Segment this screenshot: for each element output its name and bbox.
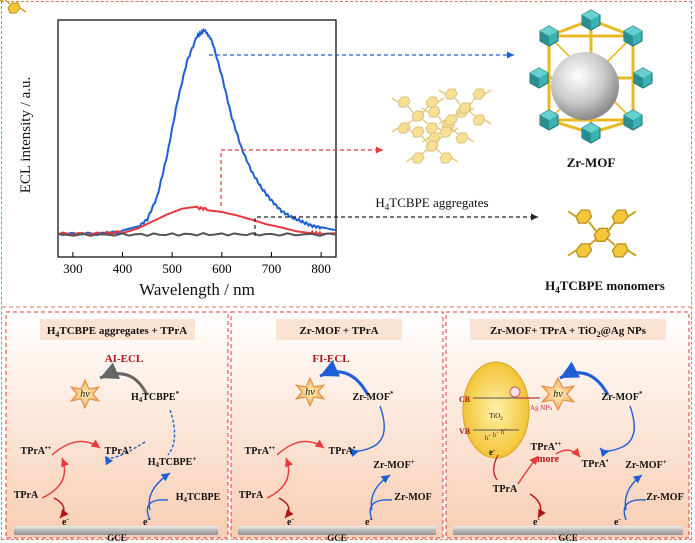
panel-tio2-ag: Zr-MOF+ TPrA + TiO2@Ag NPs CB VB TiO2 h+… bbox=[445, 311, 690, 543]
hv-burst-3 bbox=[540, 376, 576, 412]
svg-text:TPrA•: TPrA• bbox=[329, 444, 356, 457]
peak-connectors bbox=[209, 51, 538, 236]
svg-text:e-: e- bbox=[365, 515, 372, 528]
electrode-1 bbox=[14, 526, 218, 535]
svg-text:TPrA: TPrA bbox=[239, 490, 264, 501]
ecl-chart: 300 400 500 600 700 800 Wavelength / nm ECL i… bbox=[18, 19, 337, 299]
svg-text:e-: e- bbox=[143, 515, 150, 528]
svg-text:hν: hν bbox=[553, 389, 563, 400]
emission-arrow-1 bbox=[99, 362, 149, 396]
panel-2-title: Zr-MOF + TPrA bbox=[299, 325, 378, 337]
x-tick-label-4: 700 bbox=[262, 261, 282, 276]
panel-1-ground: H4TCBPE bbox=[176, 492, 221, 504]
y-axis-label: ECL intensity / a.u. bbox=[18, 77, 34, 194]
red-peak-arrow bbox=[220, 146, 383, 206]
hv-label-1: hν bbox=[80, 389, 90, 400]
panel-1-mode: AI-ECL bbox=[105, 353, 144, 365]
svg-text:TPrA•+: TPrA•+ bbox=[245, 444, 276, 457]
panel-1-radical: H4TCBPE+ bbox=[148, 455, 197, 469]
aggregates-label: H4TCBPE aggregates bbox=[375, 195, 488, 212]
svg-text:GCE: GCE bbox=[327, 533, 347, 543]
panel-2-radical: Zr-MOF+ bbox=[373, 458, 414, 471]
mechanism-panels: H4TCBPE aggregates + TPrA AI-ECL hν H4TC… bbox=[5, 311, 690, 543]
monomers-label: H4TCBPE monomers bbox=[545, 278, 665, 295]
monomer-structure-image bbox=[0, 0, 27, 14]
x-tick-label-5: 800 bbox=[311, 261, 331, 276]
panel-1-tpra-rad: TPrA• bbox=[105, 444, 132, 457]
aggregates-structure-image bbox=[391, 88, 492, 164]
svg-text:e-: e- bbox=[62, 515, 69, 528]
svg-text:TPrA: TPrA bbox=[493, 484, 518, 495]
monomer-structure-image-2 bbox=[567, 209, 637, 258]
svg-text:Zr-MOF+: Zr-MOF+ bbox=[625, 458, 666, 471]
more-label: more bbox=[537, 454, 560, 465]
zr-mof-label: Zr-MOF bbox=[567, 155, 616, 170]
electrode-label-1: GCE bbox=[107, 533, 127, 543]
panel-1-tpra-cation: TPrA•+ bbox=[21, 444, 52, 457]
svg-text:TiO2: TiO2 bbox=[489, 412, 503, 422]
svg-text:GCE: GCE bbox=[558, 533, 578, 543]
panel-zr-mof: Zr-MOF + TPrA FI-ECL hν Zr-MOF* Zr-MOF+ … bbox=[230, 311, 444, 543]
svg-text:Zr-MOF: Zr-MOF bbox=[646, 492, 683, 503]
panel-2-ground: Zr-MOF bbox=[394, 492, 431, 503]
x-axis-label: Wavelength / nm bbox=[139, 280, 255, 299]
tio2-ag-particle bbox=[462, 361, 530, 459]
svg-text:VB: VB bbox=[459, 427, 471, 436]
series-line-2 bbox=[57, 232, 337, 237]
hv-burst-1 bbox=[69, 378, 101, 410]
svg-text:e-: e- bbox=[533, 515, 540, 528]
svg-text:Zr-MOF*: Zr-MOF* bbox=[602, 390, 643, 403]
panel-2-mode: FI-ECL bbox=[312, 353, 349, 365]
hv-label-2: hν bbox=[305, 387, 315, 398]
panel-1-title: H4TCBPE aggregates + TPrA bbox=[47, 325, 187, 339]
x-axis-ticks: 300 400 500 600 700 800 bbox=[63, 252, 331, 276]
plot-series-group bbox=[57, 27, 337, 237]
plot-frame bbox=[57, 19, 337, 258]
svg-text:CB: CB bbox=[459, 395, 471, 404]
x-tick-label-1: 400 bbox=[113, 261, 133, 276]
electrode-2 bbox=[238, 526, 436, 535]
zr-mof-structure-image bbox=[529, 9, 653, 144]
svg-text:e-: e- bbox=[287, 515, 294, 528]
series-line-0 bbox=[57, 27, 337, 237]
svg-text:TPrA•+: TPrA•+ bbox=[531, 440, 562, 453]
svg-text:TPrA•: TPrA• bbox=[582, 457, 609, 470]
x-tick-label-2: 500 bbox=[162, 261, 182, 276]
hv-burst-2 bbox=[294, 376, 326, 408]
panel-2-emitter: Zr-MOF* bbox=[353, 390, 394, 403]
x-tick-label-3: 600 bbox=[212, 261, 232, 276]
svg-text:Ag NPs: Ag NPs bbox=[530, 404, 552, 412]
panel-3-title: Zr-MOF+ TPrA + TiO2@Ag NPs bbox=[490, 325, 647, 339]
svg-text:e-: e- bbox=[614, 515, 621, 528]
x-tick-label-0: 300 bbox=[63, 261, 83, 276]
series-line-1 bbox=[57, 205, 337, 237]
panel-aggregates: H4TCBPE aggregates + TPrA AI-ECL hν H4TC… bbox=[5, 311, 229, 543]
panel-1-emitter: H4TCBPE* bbox=[131, 390, 180, 404]
electrode-3 bbox=[453, 526, 683, 535]
panel-1-tpra: TPrA bbox=[14, 490, 39, 501]
svg-text:e-: e- bbox=[489, 447, 495, 457]
